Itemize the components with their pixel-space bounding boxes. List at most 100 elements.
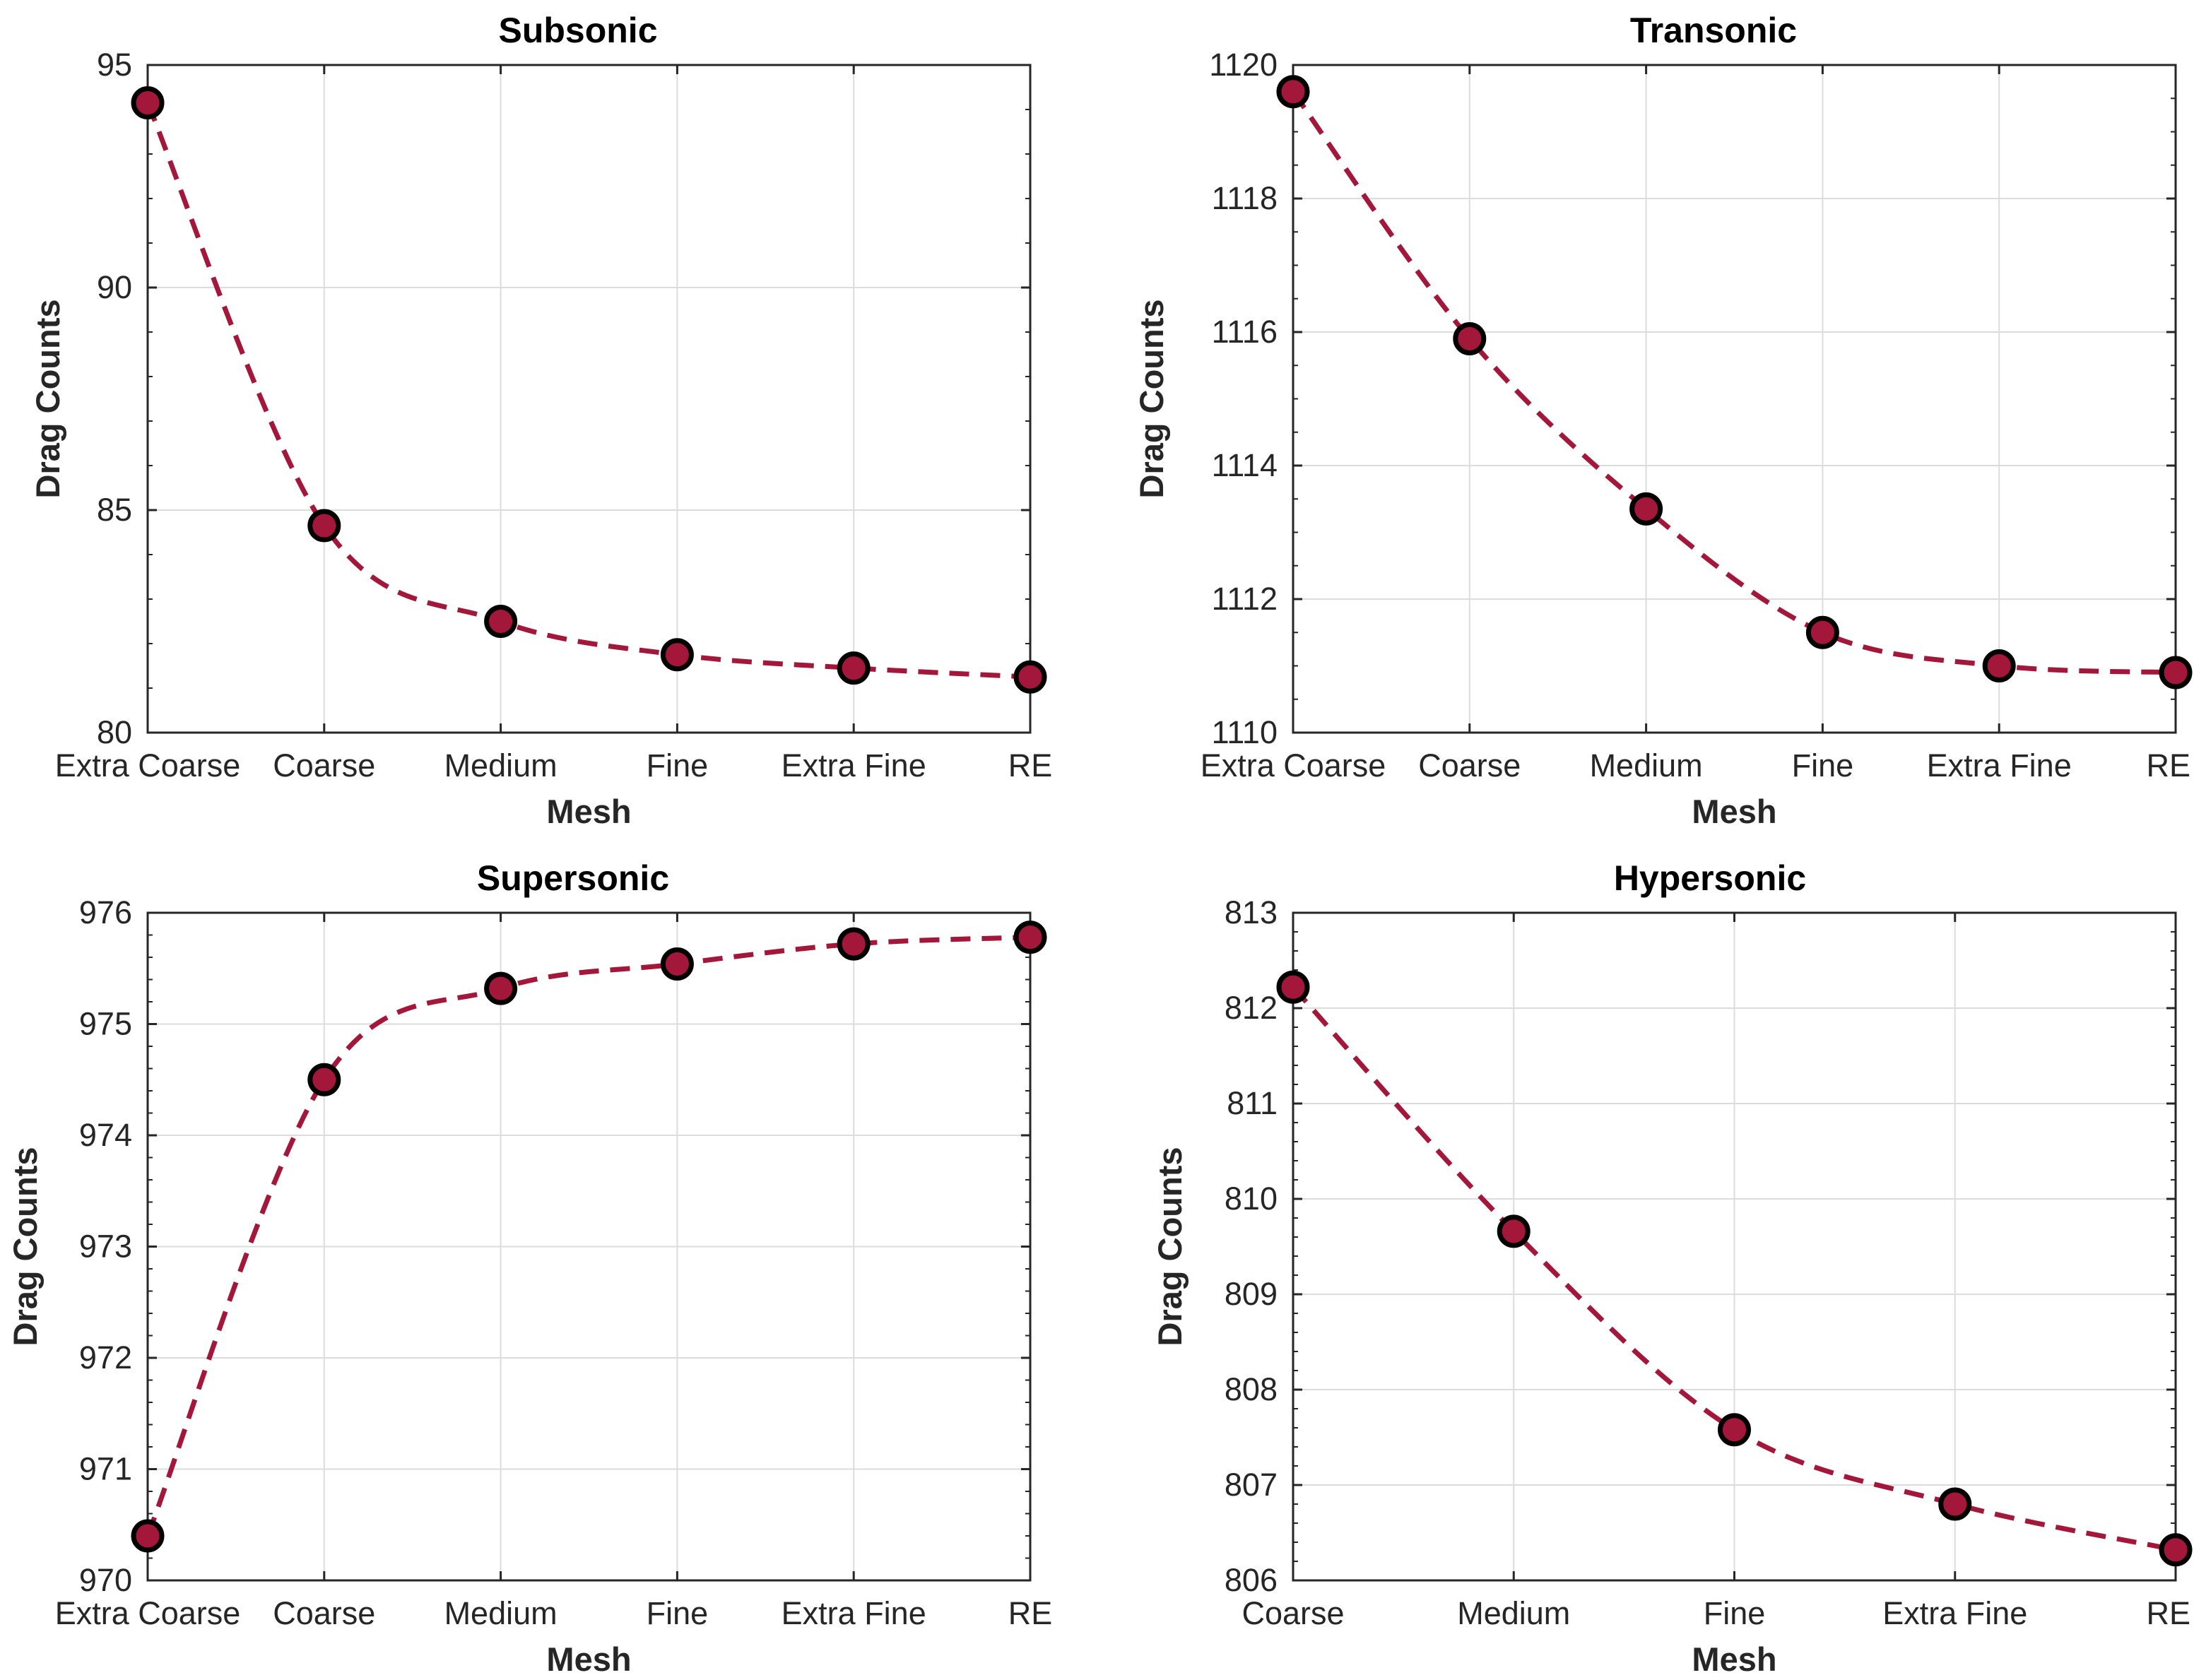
panel-2-xtick-label: RE — [2146, 747, 2190, 783]
panel-3-data-point-4 — [660, 947, 694, 981]
panel-1-ytick-label: 90 — [97, 269, 132, 305]
panel-4-y-axis-label: Drag Counts — [1151, 1147, 1189, 1347]
panel-1-data-point-4 — [660, 638, 694, 672]
panel-1-grid — [148, 65, 1030, 733]
panel-4-xtick-label: Fine — [1704, 1595, 1766, 1631]
panel-2-data-point-4 — [1805, 615, 1839, 649]
panel-1-ytick-label: 95 — [97, 47, 132, 83]
panel-2-xtick-label: Medium — [1590, 747, 1703, 783]
panel-2-ytick-label: 1118 — [1212, 180, 1278, 216]
panel-4-ytick-label: 807 — [1225, 1467, 1278, 1503]
panel-1-xtick-label: Coarse — [273, 747, 375, 783]
panel-2-ytick-label: 1110 — [1212, 714, 1278, 750]
panel-3-xtick-label: Fine — [647, 1595, 709, 1631]
panel-2-plot-area — [1293, 65, 2176, 733]
panel-1-xtick-label: Extra Coarse — [55, 747, 241, 783]
panel-2-data-point-2 — [1453, 321, 1487, 355]
panel-4-ytick-label: 808 — [1225, 1371, 1278, 1407]
panel-4-title: Hypersonic — [1614, 858, 1806, 898]
panel-4-ytick-label: 810 — [1225, 1181, 1278, 1217]
panel-1-data-point-3 — [484, 605, 518, 638]
panel-3-ytick-label: 974 — [79, 1117, 132, 1153]
panel-3-xtick-label: Medium — [444, 1595, 558, 1631]
panel-3-ytick-label: 971 — [79, 1451, 132, 1487]
panel-3-ticks — [146, 911, 1032, 1582]
panel-3-xtick-label: Extra Coarse — [55, 1595, 241, 1631]
panel-4-data-point-3 — [1718, 1413, 1751, 1447]
panel-1-xtick-label: Extra Fine — [782, 747, 926, 783]
panel-4-xtick-label: Extra Fine — [1882, 1595, 2027, 1631]
panel-4: 806 807 808 809 810 811 812 813 Coarse Medium Fine… — [1151, 858, 2193, 1678]
panel-4-x-axis-label: Mesh — [1692, 1640, 1776, 1678]
panel-4-ytick-label: 812 — [1225, 990, 1278, 1026]
panel-4-ytick-label: 809 — [1225, 1276, 1278, 1312]
panel-3-ytick-label: 975 — [79, 1006, 132, 1042]
panel-4-data-point-2 — [1497, 1214, 1531, 1248]
panel-3-ytick-label: 970 — [79, 1562, 132, 1598]
panel-2-data-point-1 — [1276, 75, 1310, 109]
panel-1-xtick-label: Fine — [647, 747, 709, 783]
panel-3-data-point-2 — [307, 1063, 341, 1096]
panel-2-ytick-label: 1116 — [1212, 314, 1278, 350]
panel-1-x-axis-label: Mesh — [546, 793, 631, 830]
panel-3-xtick-label: Coarse — [273, 1595, 375, 1631]
panel-4-data-point-5 — [2159, 1533, 2193, 1567]
panel-1-y-axis-label: Drag Counts — [29, 300, 66, 499]
panel-2-ytick-label: 1120 — [1209, 47, 1278, 83]
panel-1-xtick-label: Medium — [444, 747, 558, 783]
panel-3-grid — [148, 913, 1030, 1580]
panel-2-xtick-label: Extra Coarse — [1201, 747, 1386, 783]
panel-1-data-point-2 — [307, 509, 341, 543]
panel-1-data-point-1 — [131, 86, 165, 120]
panel-1: 80 85 90 95 Extra Coarse Coarse Medium Fine Extr… — [29, 11, 1052, 830]
panel-4-data-point-4 — [1938, 1487, 1972, 1521]
panel-4-xtick-label: Coarse — [1242, 1595, 1344, 1631]
panel-2-ytick-label: 1112 — [1212, 581, 1278, 617]
panel-2-data-point-6 — [2159, 656, 2193, 690]
panel-2-ticks — [1292, 64, 2177, 734]
panel-4-ytick-label: 813 — [1225, 894, 1278, 930]
panel-1-title: Subsonic — [498, 11, 657, 50]
panel-3-title: Supersonic — [477, 858, 669, 898]
panel-4-xtick-label: RE — [2146, 1595, 2190, 1631]
panel-2-data-point-3 — [1629, 492, 1663, 526]
panel-3-ytick-label: 972 — [79, 1339, 132, 1376]
panel-3-data-point-5 — [837, 927, 871, 961]
panel-2-x-axis-label: Mesh — [1692, 793, 1776, 830]
panel-2-xtick-label: Coarse — [1418, 747, 1521, 783]
panel-3-x-axis-label: Mesh — [546, 1640, 631, 1678]
panel-1-ytick-label: 85 — [97, 492, 132, 528]
panel-3-y-axis-label: Drag Counts — [6, 1147, 44, 1347]
panel-3-data-point-3 — [484, 971, 518, 1005]
panel-1-ytick-label: 80 — [97, 714, 132, 750]
panel-4-ticks — [1292, 911, 2177, 1582]
panel-3-data-point-6 — [1013, 921, 1047, 954]
panel-1-data-point-5 — [837, 651, 871, 685]
panel-3-data-point-1 — [131, 1519, 165, 1553]
panel-1-data-point-6 — [1013, 660, 1047, 694]
panel-4-ytick-label: 811 — [1227, 1085, 1278, 1121]
panel-3: 970 971 972 973 974 975 976 Extra Coarse Coarse M… — [6, 858, 1052, 1678]
panel-4-series-line — [1291, 985, 2176, 1553]
panel-3-xtick-label: RE — [1008, 1595, 1053, 1631]
panel-1-series-line — [145, 102, 1031, 680]
panel-2-data-point-5 — [1982, 649, 2016, 682]
panel-2-ytick-label: 1114 — [1212, 447, 1278, 483]
panel-1-xtick-label: RE — [1008, 747, 1053, 783]
panel-4-ytick-label: 806 — [1225, 1562, 1278, 1598]
panel-3-ytick-label: 976 — [79, 894, 132, 930]
panel-1-plot-area — [148, 65, 1030, 733]
panel-4-xtick-label: Medium — [1457, 1595, 1570, 1631]
panel-4-grid — [1293, 913, 2176, 1580]
panel-2-y-axis-label: Drag Counts — [1133, 300, 1170, 499]
panel-2-grid — [1293, 65, 2176, 733]
panel-2-xtick-label: Extra Fine — [1927, 747, 2072, 783]
panel-3-xtick-label: Extra Fine — [782, 1595, 926, 1631]
panel-1-axes-box — [146, 64, 1032, 734]
panel-2-xtick-label: Fine — [1792, 747, 1854, 783]
panel-3-ytick-label: 973 — [79, 1229, 132, 1265]
panel-2-title: Transonic — [1630, 11, 1797, 50]
panel-2: 1110 1112 1114 1116 1118 1120 Extra Coarse Coar… — [1133, 11, 2193, 830]
panel-4-data-point-1 — [1276, 970, 1310, 1004]
